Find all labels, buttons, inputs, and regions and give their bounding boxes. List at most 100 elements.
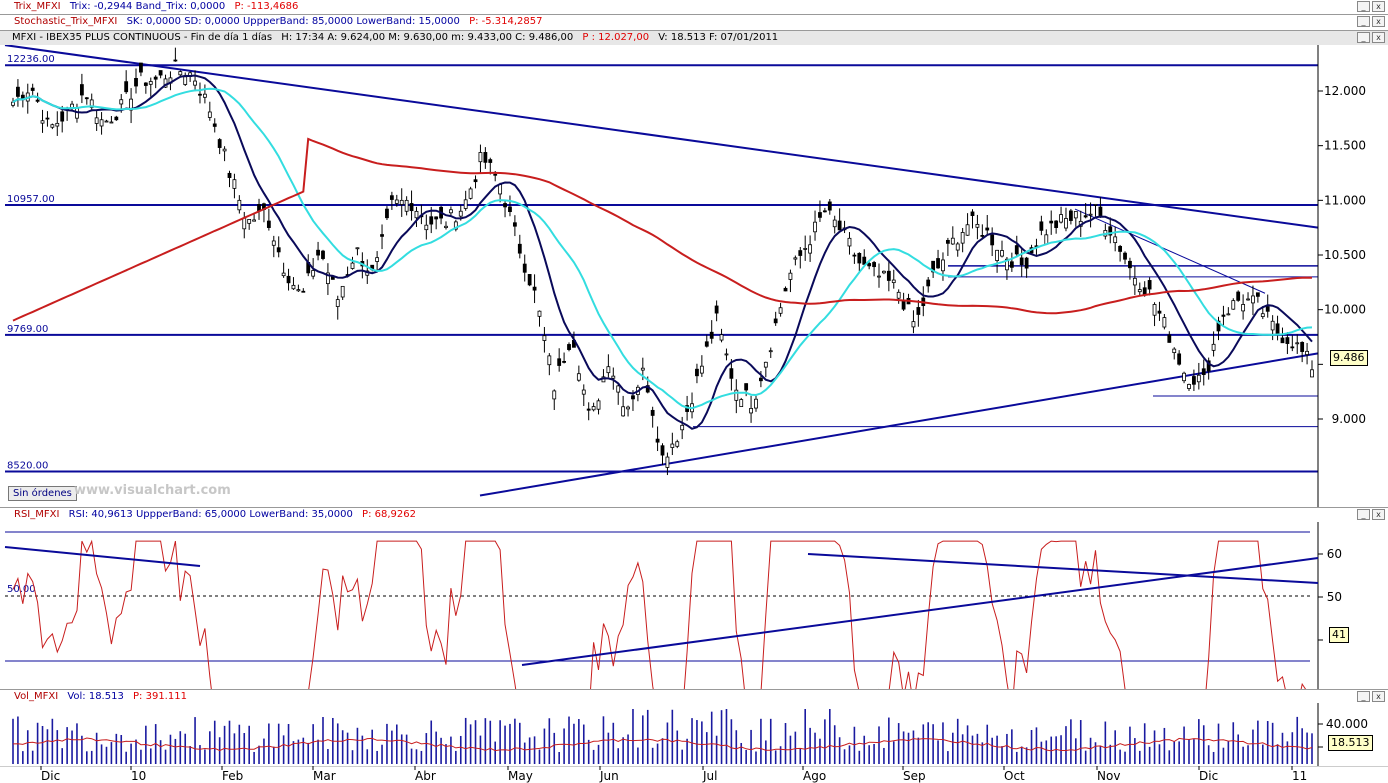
x-tick-label: Mar <box>313 769 336 783</box>
candle-body <box>1310 369 1314 378</box>
candle-body <box>552 390 557 400</box>
candle-body <box>955 243 960 251</box>
candle-body <box>84 97 89 100</box>
x-tick-label: Jun <box>599 769 619 783</box>
candle-body <box>1167 334 1172 343</box>
candle-body <box>104 120 109 123</box>
candle-body <box>301 290 306 293</box>
candle-body <box>660 445 665 456</box>
candle-body <box>744 383 749 391</box>
vol-minimize-button[interactable]: _ <box>1357 691 1370 702</box>
main-minimize-button[interactable]: _ <box>1357 32 1370 43</box>
candle-body <box>321 250 325 259</box>
candle-body <box>704 341 709 347</box>
candle-body <box>237 199 242 211</box>
candle-body <box>1251 295 1255 304</box>
y-tick-label: 11.000 <box>1324 193 1366 207</box>
candle-body <box>945 239 950 244</box>
candle-body <box>665 456 670 468</box>
candle-body <box>547 355 552 366</box>
candle-body <box>1000 250 1004 257</box>
rsi-p: P: 68,9262 <box>362 509 416 520</box>
x-tick-label: Feb <box>222 769 243 783</box>
candle-body <box>1024 257 1029 269</box>
candle-body <box>286 275 291 284</box>
candle-body <box>1152 304 1157 316</box>
candle-body <box>680 424 685 431</box>
candle-body <box>1132 277 1137 286</box>
candle-body <box>926 279 931 287</box>
candle-body <box>852 254 857 257</box>
candle-body <box>493 173 498 176</box>
candle-body <box>763 361 768 368</box>
trix-minimize-button[interactable]: _ <box>1357 1 1370 12</box>
candle-body <box>1128 260 1132 269</box>
candle-body <box>877 275 881 278</box>
candle-body <box>862 256 867 265</box>
ohlc-values: H: 17:34 A: 9.624,00 M: 9.630,00 m: 9.43… <box>281 32 574 43</box>
candle-body <box>153 76 158 80</box>
level-label: 12236.00 <box>7 54 55 65</box>
candle-body <box>1226 313 1231 316</box>
main-close-button[interactable]: x <box>1372 32 1385 43</box>
candle-body <box>975 223 980 228</box>
vol-last-badge: 18.513 <box>1328 735 1373 751</box>
candle-body <box>562 360 566 363</box>
candle-body <box>291 284 296 290</box>
candle-body <box>960 232 965 244</box>
candle-body <box>227 172 232 178</box>
sin-ordenes-button[interactable]: Sin órdenes <box>8 486 77 501</box>
candle-body <box>247 219 252 224</box>
candle-body <box>404 199 409 212</box>
candle-body <box>1009 261 1014 268</box>
candle-body <box>586 408 591 411</box>
stoch-name: Stochastic_Trix_MFXI <box>14 16 118 27</box>
candle-body <box>872 262 876 268</box>
candle-body <box>911 321 916 328</box>
candle-body <box>232 179 237 189</box>
candle-body <box>55 122 60 127</box>
sma-fast-line <box>12 74 1313 430</box>
rsi-minimize-button[interactable]: _ <box>1357 509 1370 520</box>
candle-body <box>631 395 635 400</box>
candle-body <box>611 375 616 379</box>
candle-body <box>508 206 512 213</box>
vol-p: P: 391.111 <box>133 691 187 702</box>
level-label: 10957.00 <box>7 194 55 205</box>
candle-body <box>399 199 404 205</box>
candle-body <box>385 208 389 219</box>
candle-body <box>818 212 822 218</box>
candle-body <box>11 101 15 106</box>
stoch-minimize-button[interactable]: _ <box>1357 16 1370 27</box>
y-tick-label: 11.500 <box>1324 139 1366 153</box>
rsi-close-button[interactable]: x <box>1372 509 1385 520</box>
candle-body <box>837 220 842 231</box>
candle-body <box>970 211 975 217</box>
candle-body <box>754 398 758 409</box>
vol-close-button[interactable]: x <box>1372 691 1385 702</box>
x-tick-label: Dic <box>41 769 60 783</box>
candle-body <box>822 210 827 213</box>
candle-body <box>1005 258 1009 271</box>
candle-body <box>1260 313 1265 317</box>
candle-body <box>1088 213 1093 216</box>
candle-body <box>296 289 301 292</box>
volume-date: V: 18.513 F: 07/01/2011 <box>658 32 779 43</box>
candle-body <box>163 78 168 88</box>
candle-body <box>891 279 896 284</box>
candle-body <box>1172 348 1177 353</box>
candle-body <box>350 262 355 269</box>
trix-close-button[interactable]: x <box>1372 1 1385 12</box>
candle-body <box>1255 292 1260 297</box>
candle-body <box>193 80 197 86</box>
time-axis: Dic 10 Feb Mar Abr May Jun Jul Ago Sep Oct Nov Dic 11 <box>0 766 1388 783</box>
y-tick-label: 10.000 <box>1324 303 1366 317</box>
downtrend-line <box>4 45 1319 229</box>
rsi-chart[interactable]: 50.00 60 50 <box>0 522 1388 689</box>
main-chart-header: MFXI - IBEX35 PLUS CONTINUOUS - Fin de d… <box>0 31 1388 45</box>
candle-body <box>857 252 862 264</box>
stoch-close-button[interactable]: x <box>1372 16 1385 27</box>
volume-chart[interactable]: 40.000 <box>0 703 1388 766</box>
rsi-trendline <box>4 546 201 567</box>
